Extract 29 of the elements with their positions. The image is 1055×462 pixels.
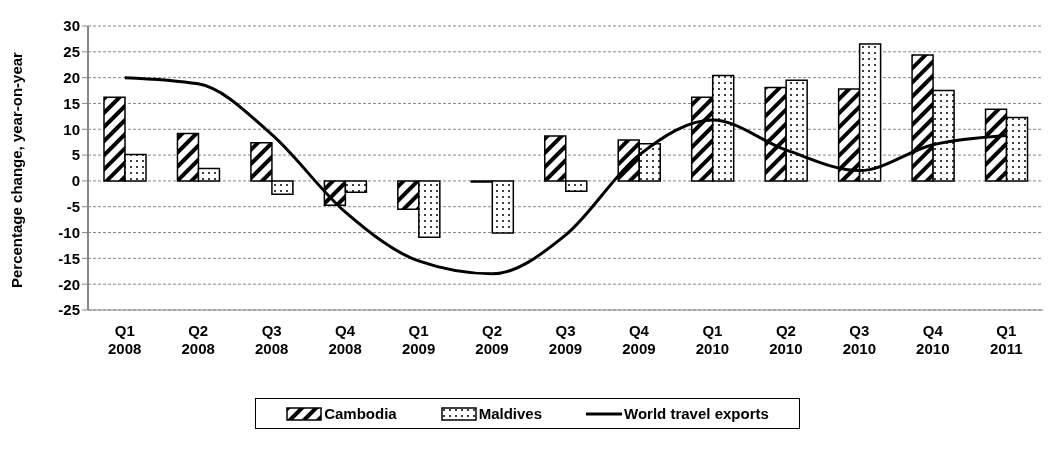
y-tick-label: 0 xyxy=(71,172,80,190)
x-tick-label: Q2 2010 xyxy=(769,322,803,357)
y-tick-label: -10 xyxy=(58,223,80,241)
legend-label: Cambodia xyxy=(324,405,397,422)
y-tick-label: 20 xyxy=(63,68,80,86)
y-tick-label: -25 xyxy=(58,301,80,319)
x-tick-label: Q3 2008 xyxy=(254,322,289,357)
y-tick-label: -5 xyxy=(66,198,80,216)
x-tick-label: Q4 2008 xyxy=(328,322,362,357)
y-tick-label: -20 xyxy=(58,275,80,293)
legend-label: World travel exports xyxy=(624,405,769,422)
y-tick-label: 15 xyxy=(63,94,80,112)
x-tick-label: Q4 2009 xyxy=(622,322,656,357)
x-tick-label: Q3 2009 xyxy=(548,322,583,357)
x-tick-label: Q1 2008 xyxy=(108,322,142,357)
y-tick-label: 30 xyxy=(63,17,80,35)
y-tick-label: 25 xyxy=(63,43,80,61)
x-tick-label: Q2 2009 xyxy=(475,322,509,357)
x-tick-label: Q2 2008 xyxy=(181,322,215,357)
y-axis-title: Percentage change, year-on-year xyxy=(8,51,26,288)
x-tick-label: Q3 2010 xyxy=(842,322,877,357)
x-tick-label: Q1 2010 xyxy=(695,322,730,357)
y-tick-label: -15 xyxy=(58,249,80,267)
y-tick-label: 10 xyxy=(63,120,80,138)
x-tick-label: Q4 2010 xyxy=(916,322,950,357)
x-tick-label: Q1 2011 xyxy=(990,322,1023,357)
x-tick-label: Q1 2009 xyxy=(401,322,436,357)
legend-label: Maldives xyxy=(478,405,543,422)
y-tick-label: 5 xyxy=(71,146,80,164)
